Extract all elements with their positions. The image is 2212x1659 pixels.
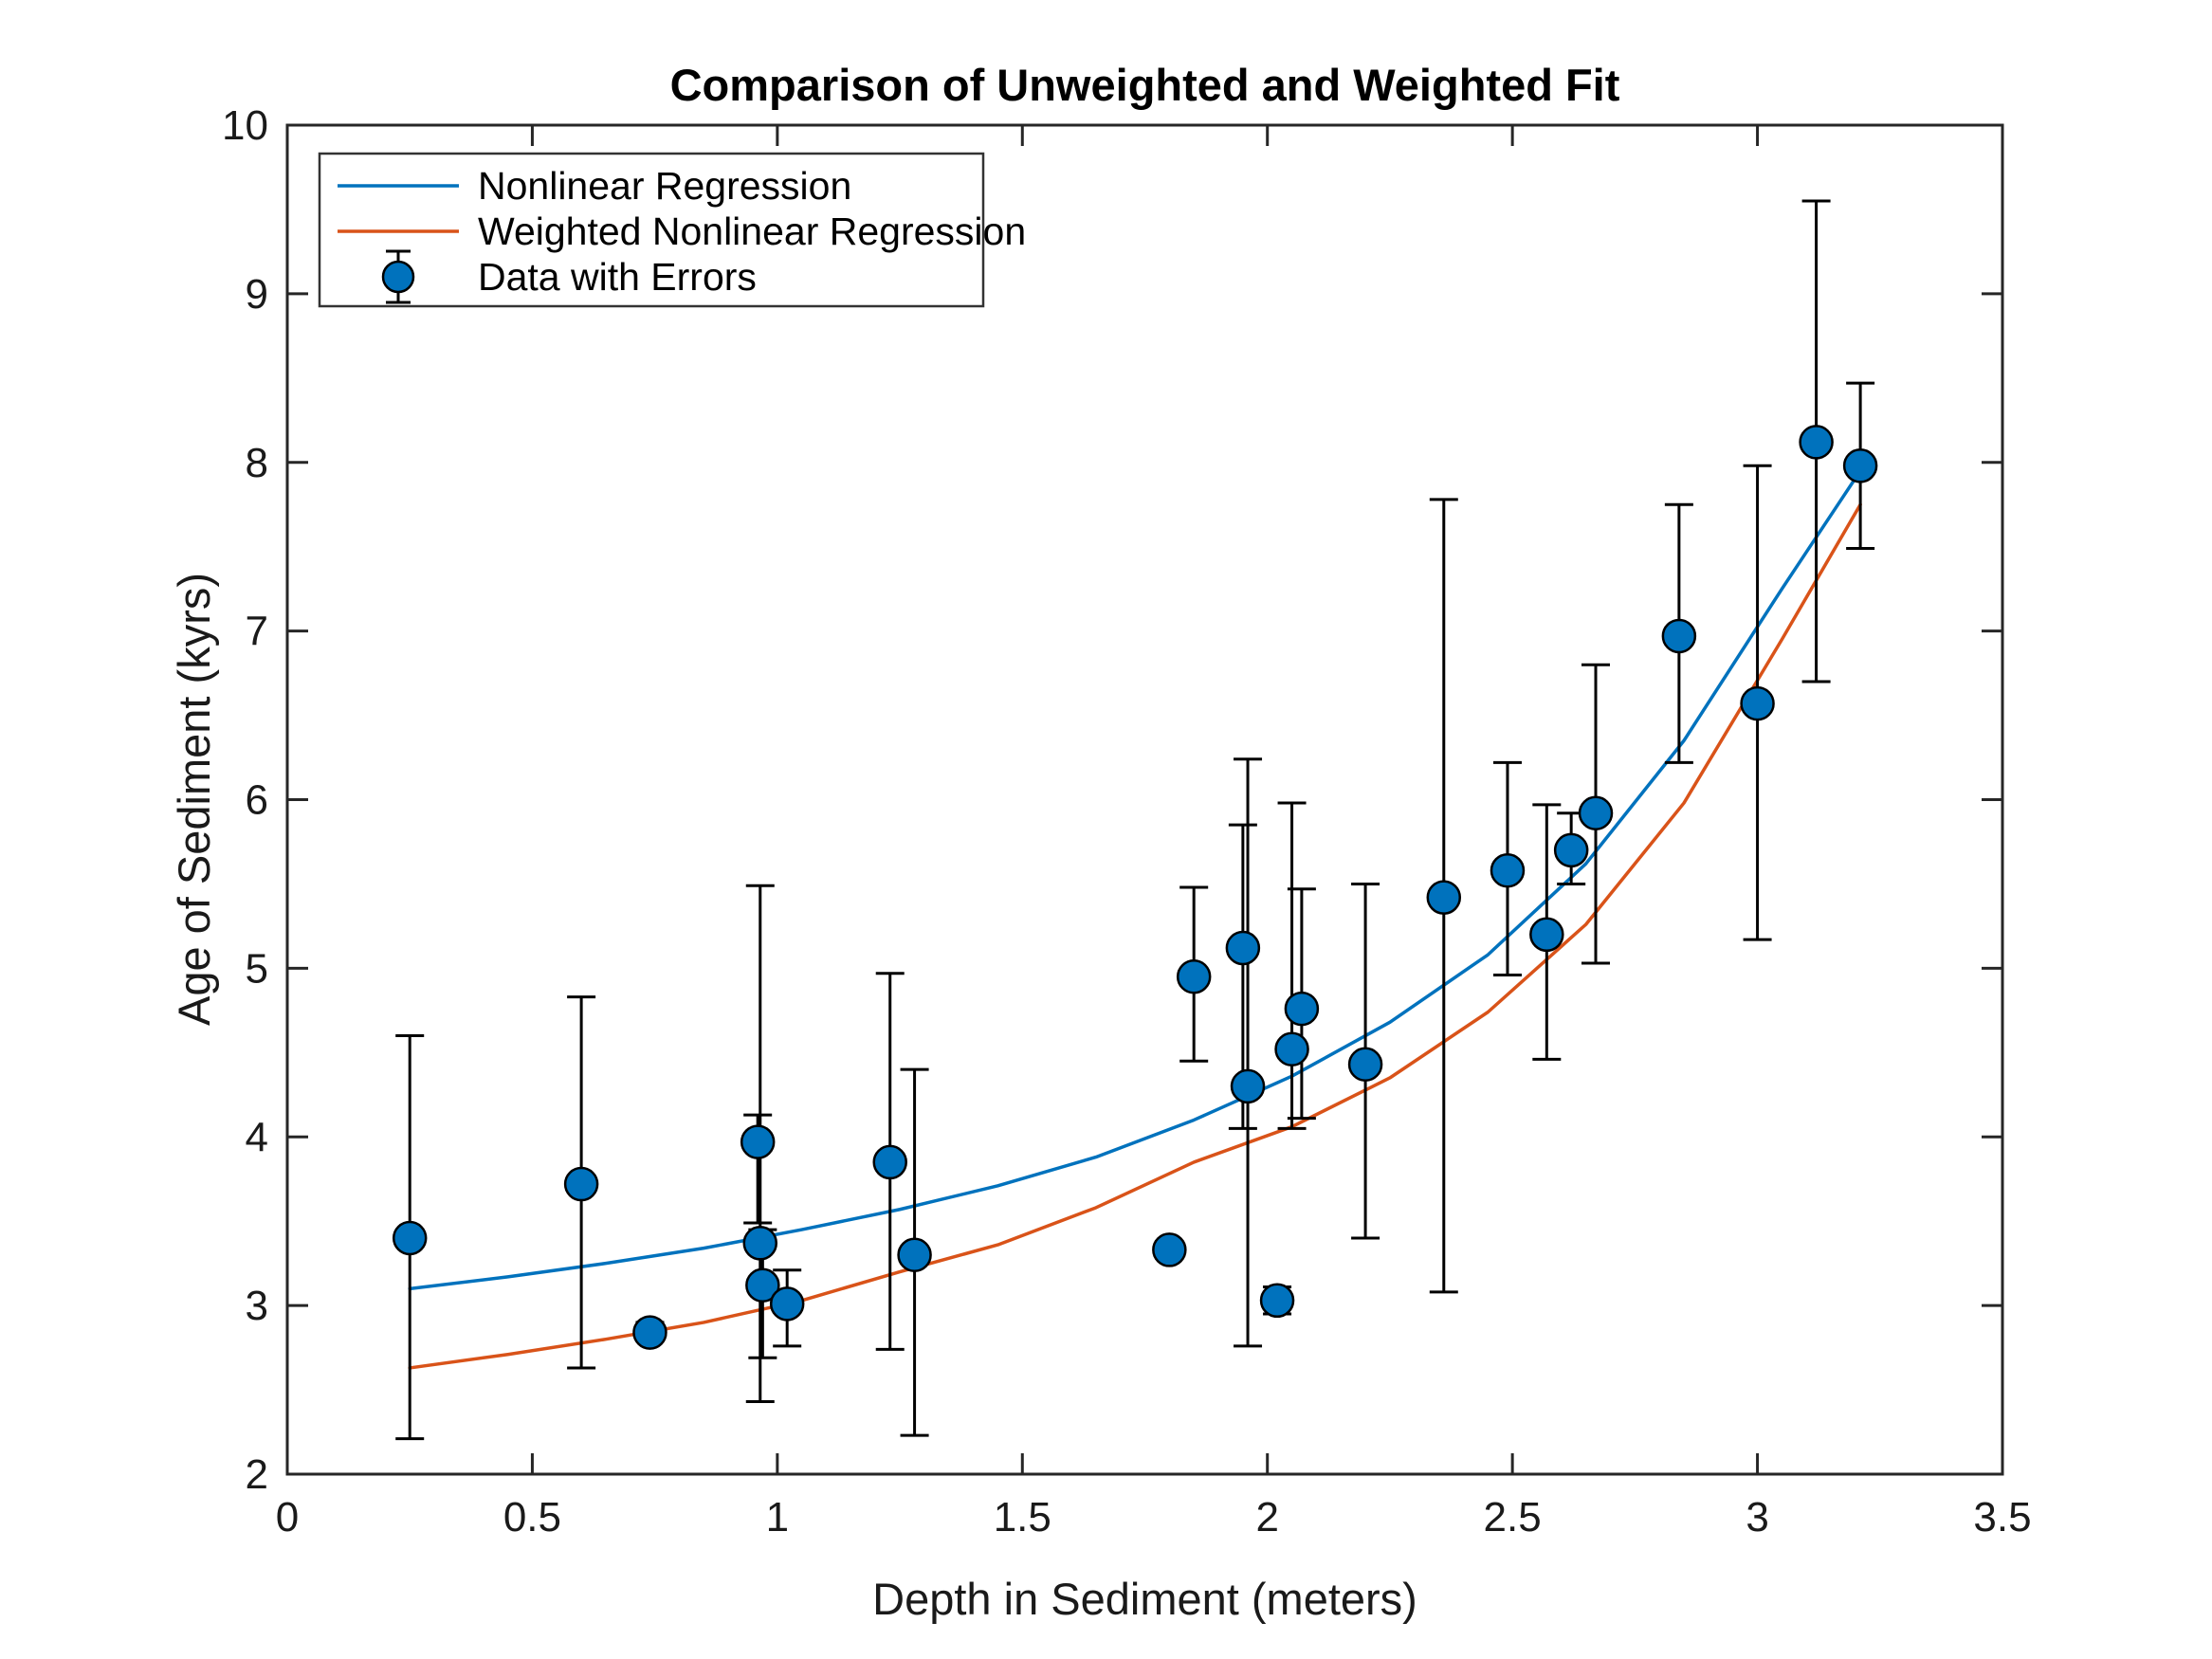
data-point (1274, 1031, 1309, 1067)
weighted-regression-line (408, 502, 1862, 1370)
x-axis-label: Depth in Sediment (meters) (872, 1574, 1417, 1624)
x-tick-label: 3.5 (1973, 1494, 2031, 1540)
x-ticks: 0 0.5 1 1.5 2 2.5 3 3.5 (276, 125, 2032, 1540)
y-axis-label: Age of Sediment (kyrs) (169, 573, 219, 1027)
legend-item-label: Weighted Nonlinear Regression (478, 210, 1026, 253)
nonlinear-regression-line (408, 468, 1862, 1291)
data-point (1578, 795, 1614, 830)
data-point (1284, 991, 1320, 1027)
data-point (1740, 685, 1775, 721)
x-tick-label: 3 (1746, 1494, 1768, 1540)
y-tick-label: 7 (246, 609, 268, 655)
data-point (1176, 959, 1212, 994)
y-tick-label: 8 (246, 440, 268, 486)
y-tick-label: 4 (246, 1114, 268, 1160)
x-tick-label: 1.5 (994, 1494, 1051, 1540)
legend-item-label: Nonlinear Regression (478, 164, 851, 208)
data-point (1225, 930, 1261, 966)
data-point (740, 1124, 776, 1159)
error-bar (1277, 801, 1307, 1130)
y-tick-label: 5 (246, 945, 268, 992)
data-point (1426, 880, 1462, 915)
data-point (1259, 1283, 1295, 1319)
legend-marker-swatch (381, 260, 415, 294)
x-tick-label: 2 (1255, 1494, 1278, 1540)
data-point (745, 1267, 780, 1304)
y-tick-label: 3 (246, 1283, 268, 1329)
data-point (392, 1220, 428, 1256)
data-point (1490, 852, 1526, 888)
x-tick-label: 2.5 (1484, 1494, 1542, 1540)
data-point (1661, 618, 1697, 654)
data-points (392, 425, 1878, 1350)
x-tick-label: 0 (276, 1494, 299, 1540)
chart-title: Comparison of Unweighted and Weighted Fi… (669, 60, 1620, 110)
data-point (563, 1166, 599, 1202)
data-point (1230, 1068, 1266, 1104)
x-tick-label: 0.5 (503, 1494, 561, 1540)
legend-item-1: Weighted Nonlinear Regression (338, 210, 1026, 253)
data-point (632, 1315, 667, 1350)
data-point (1347, 1047, 1383, 1083)
data-point (1553, 832, 1589, 868)
y-tick-label: 6 (246, 777, 268, 824)
legend-item-2: Data with Errors (381, 249, 757, 304)
data-point (1842, 448, 1878, 483)
y-tick-label: 10 (222, 102, 268, 149)
data-point (897, 1237, 932, 1273)
data-point (872, 1144, 907, 1180)
error-bars (395, 199, 1875, 1441)
data-point (1799, 425, 1834, 460)
legend-item-0: Nonlinear Regression (338, 164, 851, 208)
y-tick-label: 2 (246, 1451, 268, 1498)
y-tick-label: 9 (246, 271, 268, 318)
error-bar (1234, 757, 1263, 1348)
data-point (769, 1286, 805, 1322)
legend-item-label: Data with Errors (478, 255, 757, 299)
data-point (1152, 1232, 1187, 1267)
data-point (742, 1226, 778, 1261)
data-point (1529, 917, 1564, 953)
y-ticks: 2 3 4 5 6 7 8 9 10 (222, 102, 2002, 1498)
x-tick-label: 1 (766, 1494, 789, 1540)
